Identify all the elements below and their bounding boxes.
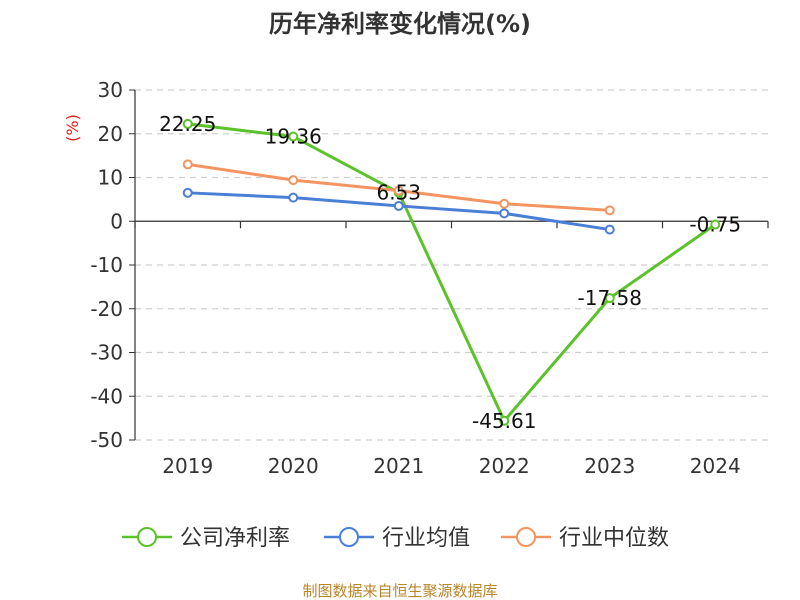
series-lines bbox=[182, 118, 721, 426]
y-tick-label: -30 bbox=[90, 341, 123, 365]
x-tick-label: 2023 bbox=[584, 454, 635, 478]
data-point bbox=[499, 415, 510, 426]
axes bbox=[129, 89, 769, 441]
data-labels: 22.25 19.36 6.53 -45.61 -17.58 -0.75 bbox=[159, 112, 741, 433]
y-tick-label: 20 bbox=[98, 122, 123, 146]
x-tick-label: 2024 bbox=[690, 454, 741, 478]
x-tick-label: 2022 bbox=[479, 454, 530, 478]
legend-swatch-marker bbox=[339, 527, 359, 547]
legend-label: 行业中位数 bbox=[559, 526, 669, 551]
data-label: 6.53 bbox=[376, 181, 421, 205]
data-point bbox=[182, 187, 193, 198]
data-point bbox=[393, 185, 404, 196]
y-tick-label: -20 bbox=[90, 297, 123, 321]
data-point bbox=[393, 200, 404, 211]
data-point bbox=[182, 118, 193, 129]
data-point bbox=[288, 192, 299, 203]
data-point bbox=[604, 205, 615, 216]
source-note: 制图数据来自恒生聚源数据库 bbox=[302, 582, 497, 600]
x-tick-label: 2021 bbox=[373, 454, 424, 478]
series-line bbox=[187, 122, 717, 423]
data-point bbox=[499, 208, 510, 219]
data-label: 22.25 bbox=[159, 112, 216, 136]
data-point bbox=[499, 198, 510, 209]
y-tick-label: 30 bbox=[98, 78, 123, 102]
data-point bbox=[288, 131, 299, 142]
legend: 公司净利率 行业均值 行业中位数 bbox=[122, 526, 669, 551]
y-tick-label: -50 bbox=[90, 428, 123, 452]
data-label: -0.75 bbox=[689, 213, 741, 237]
y-tick-label: 0 bbox=[110, 209, 123, 233]
data-label: 19.36 bbox=[265, 125, 322, 149]
y-axis-label: (%) bbox=[63, 114, 82, 142]
y-tick-label: -40 bbox=[90, 384, 123, 408]
data-label: -17.58 bbox=[578, 286, 642, 310]
x-tick-label: 2019 bbox=[162, 454, 213, 478]
data-point bbox=[604, 224, 615, 235]
grid-lines bbox=[135, 89, 768, 441]
data-point bbox=[288, 175, 299, 186]
legend-swatch-marker bbox=[137, 527, 157, 547]
legend-swatch-marker bbox=[516, 527, 536, 547]
y-tick-label: -10 bbox=[90, 253, 123, 277]
data-label: -45.61 bbox=[472, 409, 536, 433]
data-point bbox=[710, 219, 721, 230]
legend-label: 公司净利率 bbox=[180, 526, 290, 551]
data-point bbox=[182, 159, 193, 170]
y-tick-label: 10 bbox=[98, 166, 123, 190]
tick-labels: 30 20 10 0 -10 -20 -30 -40 -50 2019 2020 2021 2022 20… bbox=[90, 78, 740, 478]
chart-title: 历年净利率变化情况(%) bbox=[269, 10, 531, 38]
data-point bbox=[604, 293, 615, 304]
legend-label: 行业均值 bbox=[382, 526, 470, 551]
x-tick-label: 2020 bbox=[268, 454, 319, 478]
